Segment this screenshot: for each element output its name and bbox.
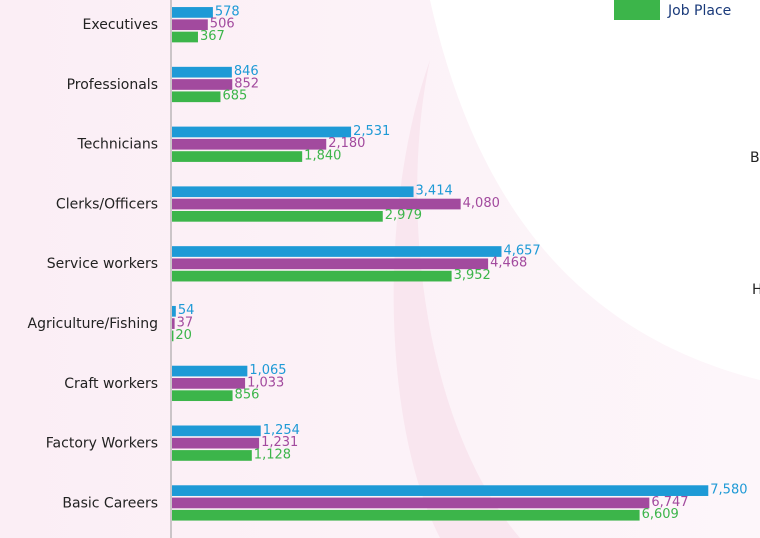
value-label: 6,609 xyxy=(642,507,679,522)
category-label: Service workers xyxy=(47,256,158,272)
bar xyxy=(172,330,174,342)
bar xyxy=(172,126,352,138)
category-label: Professionals xyxy=(67,77,158,93)
category-label: Basic Careers xyxy=(62,495,158,511)
bar xyxy=(172,305,176,317)
background-swoosh xyxy=(393,60,520,538)
bar xyxy=(172,79,233,90)
category-label: Executives xyxy=(83,17,158,33)
value-label: 2,531 xyxy=(353,124,390,139)
value-label: 6,747 xyxy=(651,495,688,510)
value-label: 2,180 xyxy=(328,136,365,151)
bar xyxy=(172,485,709,496)
bar xyxy=(172,210,383,222)
bar xyxy=(172,198,461,210)
value-label: 4,080 xyxy=(463,196,500,211)
bar xyxy=(172,425,261,437)
value-label: 4,657 xyxy=(503,243,540,258)
bar xyxy=(172,437,260,449)
bar xyxy=(172,66,232,78)
bar xyxy=(172,91,221,103)
category-label: Technicians xyxy=(77,137,158,153)
value-label: 20 xyxy=(175,328,192,343)
bar xyxy=(172,365,248,377)
bar xyxy=(172,270,452,282)
bar xyxy=(172,31,198,43)
legend-label: Job Place xyxy=(667,3,731,19)
value-label: 3,414 xyxy=(416,184,453,199)
bar xyxy=(172,138,327,150)
value-label: 846 xyxy=(234,64,259,79)
bar xyxy=(172,509,640,521)
category-label: Factory Workers xyxy=(46,436,158,452)
value-label: 1,065 xyxy=(249,363,286,378)
background-shape xyxy=(430,0,760,380)
value-label: 1,231 xyxy=(261,435,298,450)
value-label: 852 xyxy=(234,76,259,91)
bar xyxy=(172,186,414,198)
legend-swatch xyxy=(614,0,660,20)
value-label: 37 xyxy=(177,315,194,330)
bar xyxy=(172,318,175,329)
annotation: Ba xyxy=(750,150,760,166)
bar xyxy=(172,497,650,509)
category-label: Agriculture/Fishing xyxy=(28,316,158,332)
bar xyxy=(172,390,233,402)
value-label: 4,468 xyxy=(490,256,527,271)
bar xyxy=(172,246,502,257)
value-label: 1,840 xyxy=(304,148,341,163)
value-label: 7,580 xyxy=(710,483,747,498)
category-label: Clerks/Officers xyxy=(56,196,158,212)
category-label: Craft workers xyxy=(64,376,158,392)
value-label: 856 xyxy=(235,388,260,403)
value-label: 685 xyxy=(222,89,247,104)
value-label: 1,128 xyxy=(254,447,291,462)
bar xyxy=(172,378,246,389)
value-label: 578 xyxy=(215,4,240,19)
value-label: 2,979 xyxy=(385,208,422,223)
value-label: 506 xyxy=(210,17,235,32)
bar xyxy=(172,7,213,18)
value-label: 54 xyxy=(178,303,195,318)
value-label: 1,033 xyxy=(247,375,284,390)
value-label: 1,254 xyxy=(263,423,300,438)
bar xyxy=(172,450,252,461)
bar xyxy=(172,258,489,270)
annotation: H xyxy=(752,282,760,298)
bar xyxy=(172,19,208,31)
value-label: 367 xyxy=(200,29,225,44)
bar xyxy=(172,151,303,162)
value-label: 3,952 xyxy=(454,268,491,283)
